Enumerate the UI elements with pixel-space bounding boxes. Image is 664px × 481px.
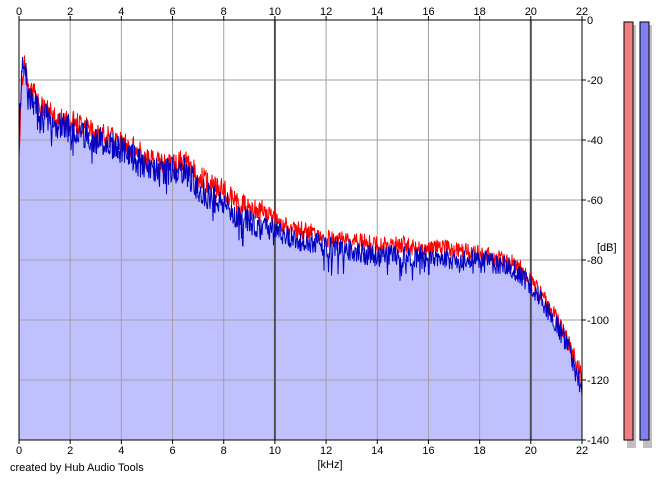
x-tick-label-bottom: 22: [576, 445, 588, 457]
x-axis-label: [kHz]: [317, 459, 342, 471]
x-tick-label-top: 20: [525, 6, 537, 18]
y-tick-label: -40: [587, 135, 603, 147]
x-tick-label-bottom: 12: [320, 445, 332, 457]
y-tick-label: -20: [587, 75, 603, 87]
y-axis-label: [dB]: [597, 242, 617, 254]
x-tick-label-top: 18: [474, 6, 486, 18]
x-tick-label-bottom: 10: [269, 445, 281, 457]
x-tick-label-bottom: 6: [169, 445, 175, 457]
plot-frame: [18, 19, 583, 441]
x-tick-label-bottom: 14: [371, 445, 383, 457]
x-tick-label-bottom: 4: [118, 445, 124, 457]
level-meters: [623, 21, 652, 448]
meter-left-bar: [623, 21, 634, 441]
y-tick-label: 0: [587, 15, 593, 27]
x-tick-label-top: 8: [221, 6, 227, 18]
series-line-right: [18, 56, 583, 397]
x-tick-label-top: 22: [576, 6, 588, 18]
x-tick-label-top: 14: [371, 6, 383, 18]
x-tick-label-bottom: 2: [67, 445, 73, 457]
x-tick-label-top: 16: [422, 6, 434, 18]
meter-right-bar: [639, 21, 650, 441]
x-tick-label-bottom: 16: [422, 445, 434, 457]
x-tick-label-bottom: 18: [474, 445, 486, 457]
x-tick-label-top: 6: [169, 6, 175, 18]
y-tick-label: -140: [587, 435, 609, 447]
y-tick-label: -60: [587, 195, 603, 207]
x-tick-label-top: 12: [320, 6, 332, 18]
y-tick-label: -80: [587, 255, 603, 267]
credit-text: created by Hub Audio Tools: [10, 462, 144, 474]
y-tick-label: -120: [587, 375, 609, 387]
x-tick-label-top: 2: [67, 6, 73, 18]
x-tick-label-top: 0: [16, 6, 22, 18]
axis-ticks: 0-20-40-60-80-100-120-140002244668810101…: [16, 6, 609, 457]
x-tick-label-bottom: 8: [221, 445, 227, 457]
x-tick-label-bottom: 20: [525, 445, 537, 457]
x-tick-label-bottom: 0: [16, 445, 22, 457]
x-tick-label-top: 10: [269, 6, 281, 18]
x-tick-label-top: 4: [118, 6, 124, 18]
y-tick-label: -100: [587, 315, 609, 327]
